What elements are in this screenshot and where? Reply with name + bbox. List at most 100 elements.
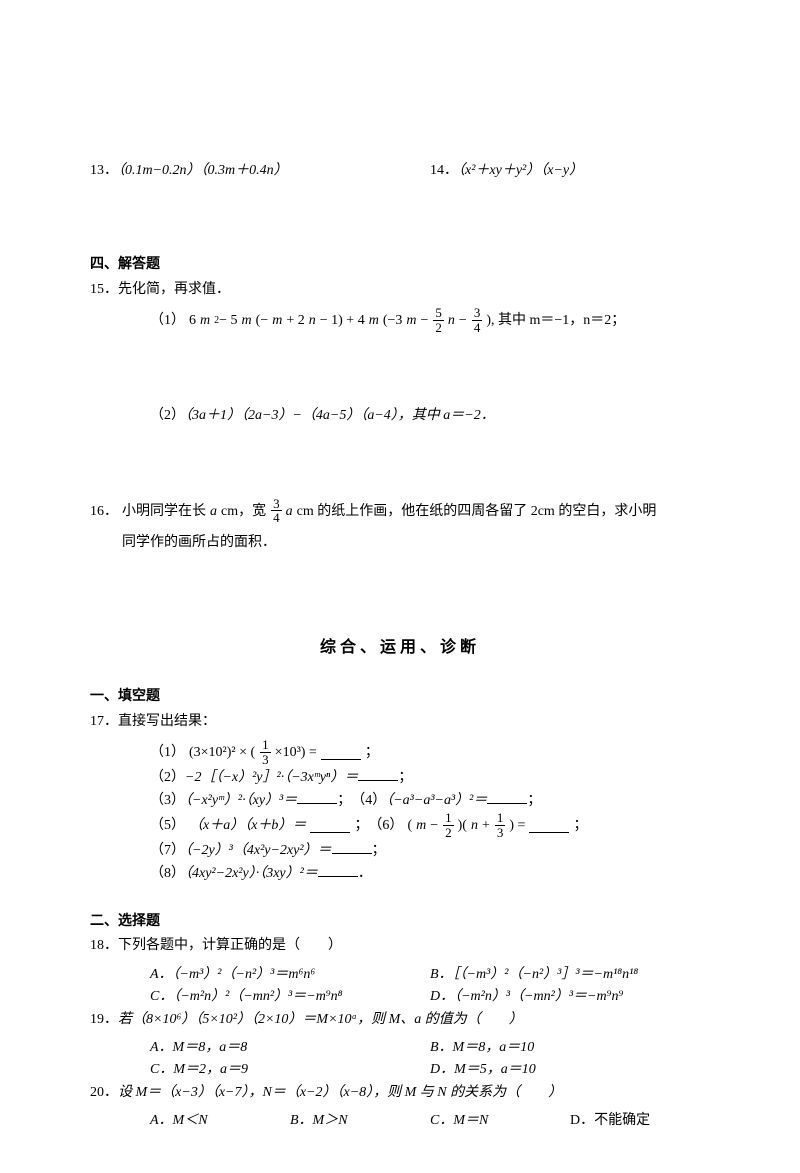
q15-p1-label: （1） (150, 310, 185, 332)
q20-options: A．M＜N B．M＞N C．M＝N D．不能确定 (90, 1110, 710, 1132)
var-m-2: m (242, 310, 252, 332)
q17-s8-body: （4xy²−2x²y）·（3xy）²＝ (185, 866, 318, 881)
q18-opt-a: A．（−m³）²（−n²）³＝m⁶n⁶ (150, 964, 430, 986)
blank (487, 790, 527, 804)
q18-stem: 下列各题中，计算正确的是（ ） (118, 938, 342, 953)
blank (318, 863, 358, 877)
frac-3-4-a-den: 4 (472, 321, 483, 335)
q15-p1-seg-c: (− (256, 310, 269, 332)
q17-s2-label: （2） (150, 770, 185, 785)
frac-1-2: 12 (443, 811, 454, 839)
q16-line1: 16． 小明同学在长 a cm，宽 34 a cm 的纸上作画，他在纸的四周各留… (90, 498, 710, 526)
q15-p1-seg-g: − (421, 310, 429, 332)
q17-s8-tail: ． (358, 866, 372, 881)
q16-pre: 小明同学在长 (122, 501, 206, 523)
q17-s4-body: （−a³−a³−a³）²＝ (386, 793, 487, 808)
q15-stem: 先化简，再求值． (118, 282, 230, 297)
blank (358, 767, 398, 781)
q16-line2: 同学作的画所占的面积． (90, 532, 710, 554)
q15-p1-seg-b: − 5 (219, 310, 237, 332)
blank (297, 790, 337, 804)
q18-opt-d: D．（−m²n）³（−mn²）³＝−m⁹n⁹ (430, 986, 710, 1008)
q19: 19．若（8×10⁶）（5×10²）（2×10）＝M×10ᵃ，则 M、a 的值为… (90, 1009, 710, 1031)
q15-num: 15． (90, 282, 118, 297)
q17-s2: （2）−2［（−x）²y］²·（−3xᵐyⁿ）＝； (90, 767, 710, 789)
blank (332, 840, 372, 854)
q15-part2: （2）（3a＋1）（2a−3）−（4a−5）（a−4），其中 a＝−2． (90, 405, 710, 427)
q19-opt-b: B．M＝8，a＝10 (430, 1037, 710, 1059)
q15-p1-seg-a: 6 (189, 310, 196, 332)
q19-opt-a: A．M＝8，a＝8 (150, 1037, 430, 1059)
frac-3-4-b-num: 3 (271, 497, 282, 512)
spacer (90, 335, 710, 405)
q19-stem: 若（8×10⁶）（5×10²）（2×10）＝M×10ᵃ，则 M、a 的值为（ ） (118, 1012, 523, 1027)
q17-s6-c: )( (458, 815, 467, 837)
var-n-1: n (309, 310, 316, 332)
spacer (90, 188, 710, 228)
q20: 20．设 M＝（x−3）（x−7），N＝（x−2）（x−8），则 M 与 N 的… (90, 1082, 710, 1104)
q19-opt-d: D．M＝5，a＝10 (430, 1059, 710, 1081)
q15-p1-seg-d: + 2 (286, 310, 304, 332)
var-n-3: n (471, 815, 478, 837)
blank (310, 819, 350, 833)
q17-s4-tail: ； (527, 793, 541, 808)
q15: 15．先化简，再求值． (90, 279, 710, 301)
q17-s2-body: −2［（−x）²y］²·（−3xᵐyⁿ）＝ (185, 770, 358, 785)
frac-1-3-b-den: 3 (495, 826, 506, 840)
q17-s8: （8）（4xy²−2x²y）·（3xy）²＝． (90, 863, 710, 885)
q17-s7-body: （−2y）³（4x²y−2xy²）＝ (185, 843, 332, 858)
q15-p1-seg-f: (−3 (383, 310, 403, 332)
blank (529, 819, 569, 833)
var-m-4: m (369, 310, 379, 332)
q20-opt-a: A．M＜N (150, 1110, 290, 1132)
q15-p1-seg-e: − 1) + 4 (320, 310, 365, 332)
q17-s5-body: （x＋a）（x＋b）＝ (189, 815, 306, 837)
q17-stem: 直接写出结果： (118, 714, 216, 729)
frac-3-4-a-num: 3 (472, 306, 483, 321)
q17-s6-e: ) = (509, 815, 525, 837)
q17-s5s6: （5）（x＋a）（x＋b）＝； （6） (m − 12 )(n + 13 ) =… (90, 812, 710, 840)
q17-num: 17． (90, 714, 118, 729)
q13-num: 13． (90, 163, 118, 178)
q20-opt-d: D．不能确定 (570, 1110, 710, 1132)
row-q13-q14: 13．（0.1m−0.2n）（0.3m＋0.4n） 14．（x²＋xy＋y²）（… (90, 160, 710, 188)
var-a-2: a (286, 501, 293, 523)
q17-s3-sep: ； （4） (337, 793, 386, 808)
q20-opt-b: B．M＞N (290, 1110, 430, 1132)
frac-1-3-b-num: 1 (495, 811, 506, 826)
q19-num: 19． (90, 1012, 118, 1027)
q13: 13．（0.1m−0.2n）（0.3m＋0.4n） (90, 160, 370, 182)
q15-p1-tail: ), 其中 m＝−1，n＝2； (486, 310, 625, 332)
page: 13．（0.1m−0.2n）（0.3m＋0.4n） 1 4 ． （x²＋xy＋y²）（… (0, 0, 800, 1173)
q15-p2-body: （3a＋1）（2a−3）−（4a−5）（a−4），其中 a＝−2． (185, 408, 495, 423)
frac-3-4-b-den: 4 (271, 511, 282, 525)
q17-s1-a: (3×10²)² × ( (189, 742, 255, 764)
q20-stem: 设 M＝（x−3）（x−7），N＝（x−2）（x−8），则 M 与 N 的关系为… (118, 1085, 562, 1100)
q18-options: A．（−m³）²（−n²）³＝m⁶n⁶ B．［（−m³）²（−n²）³］³＝−m… (90, 964, 710, 1009)
frac-5-2-den: 2 (433, 321, 444, 335)
q14-expr: （x²＋xy＋y²）（x−y） (458, 163, 583, 178)
q20-opt-c: C．M＝N (430, 1110, 570, 1132)
frac-1-3-a-num: 1 (260, 738, 271, 753)
q19-options: A．M＝8，a＝8 B．M＝8，a＝10 C．M＝2，a＝9 D．M＝5，a＝1… (90, 1037, 710, 1082)
var-n-2: n (448, 310, 455, 332)
frac-1-2-num: 1 (443, 811, 454, 826)
q17-s7-label: （7） (150, 843, 185, 858)
center-title: 综合、运用、诊断 (90, 635, 710, 661)
q17-s3-label: （3） (150, 793, 185, 808)
spacer (90, 555, 710, 595)
q17-s1: （1） (3×10²)² × ( 13 ×10³) = ； (90, 739, 710, 767)
q17-s6-b: − (430, 815, 438, 837)
q17-s6-d: + (482, 815, 490, 837)
var-a-1: a (210, 501, 217, 523)
q17-s3-body: （−x²yᵐ）²·（xy）³＝ (185, 793, 297, 808)
q17: 17．直接写出结果： (90, 711, 710, 733)
q13-expr: （0.1m−0.2n）（0.3m＋0.4n） (118, 163, 288, 178)
frac-1-2-den: 2 (443, 826, 454, 840)
section-4-title: 四、解答题 (90, 254, 710, 276)
q15-p1-seg-h: − (459, 310, 467, 332)
frac-3-4-b: 34 (271, 497, 282, 525)
q17-s1-b: ×10³) = (275, 742, 317, 764)
q18-opt-c: C．（−m²n）²（−mn²）³＝−m⁹n⁸ (150, 986, 430, 1008)
q18-opt-b: B．［（−m³）²（−n²）³］³＝−m¹⁸n¹⁸ (430, 964, 710, 986)
